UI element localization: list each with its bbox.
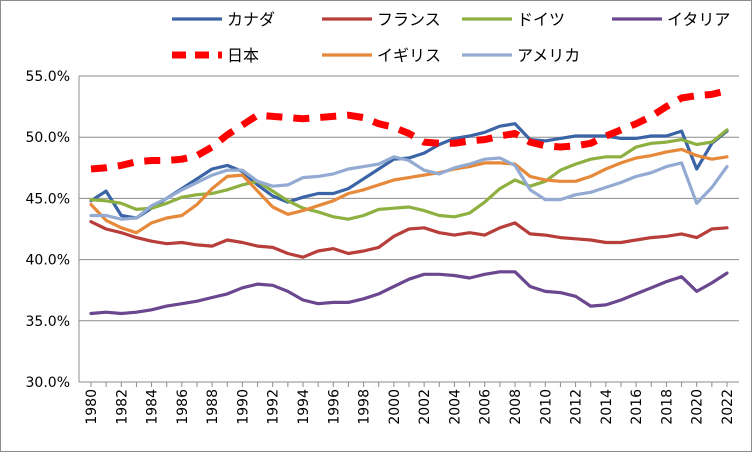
- x-tick-label: 1980: [84, 389, 100, 425]
- x-tick-label: 2020: [690, 389, 706, 425]
- x-tick-label: 1990: [235, 389, 251, 425]
- x-tick-labels: 1980 1982 1984 1986 1988 1990 1992 1994 1996 1998…: [84, 389, 736, 425]
- series-line-2: [89, 128, 729, 221]
- series-line-3: [89, 270, 729, 316]
- x-tick-label: 1992: [266, 389, 282, 425]
- x-tick-label: 2014: [599, 389, 615, 425]
- legend-label-4: 日本: [227, 46, 259, 65]
- y-tick-label: 30.0%: [26, 375, 70, 391]
- legend-label-5: イギリス: [377, 46, 441, 65]
- series-line-4: [90, 87, 728, 173]
- x-tick-label: 2012: [569, 389, 585, 425]
- legend-label-2: ドイツ: [517, 10, 565, 29]
- x-tick-label: 1984: [145, 389, 161, 425]
- x-tick-label: 2002: [417, 389, 433, 425]
- y-tick-label: 55.0%: [26, 69, 70, 85]
- x-tick-label: 2004: [447, 389, 463, 425]
- series-line-1: [89, 220, 729, 259]
- x-tick-label: 2018: [659, 389, 675, 425]
- y-tick-label: 40.0%: [26, 253, 70, 269]
- y-tick-label: 50.0%: [26, 130, 70, 146]
- y-tick-labels: 55.0% 50.0% 45.0% 40.0% 35.0% 30.0%: [26, 69, 70, 391]
- y-tick-label: 45.0%: [26, 191, 70, 207]
- x-tick-label: 2016: [629, 389, 645, 425]
- legend-label-1: フランス: [377, 10, 441, 29]
- legend-label-6: アメリカ: [517, 46, 580, 65]
- x-tick-label: 1982: [114, 389, 130, 425]
- x-tick-label: 1996: [326, 389, 342, 425]
- x-tick-label: 2008: [508, 389, 524, 425]
- series-line-0: [89, 122, 729, 220]
- series-line-5: [89, 147, 729, 235]
- series-line-6: [89, 155, 729, 221]
- x-tick-label: 1998: [357, 389, 373, 425]
- x-tick-label: 1994: [296, 389, 312, 425]
- x-tick-label: 2006: [478, 389, 494, 425]
- x-tick-label: 1988: [205, 389, 221, 425]
- x-tick-label: 1986: [175, 389, 191, 425]
- x-tick-label: 2010: [538, 389, 554, 425]
- x-tick-label: 2000: [387, 389, 403, 425]
- legend-label-3: イタリア: [667, 10, 730, 29]
- series-lines: [89, 87, 729, 316]
- legend-label-0: カナダ: [227, 10, 275, 29]
- y-tick-label: 35.0%: [26, 314, 70, 330]
- axes: [78, 76, 739, 387]
- x-tick-label: 2022: [720, 389, 736, 425]
